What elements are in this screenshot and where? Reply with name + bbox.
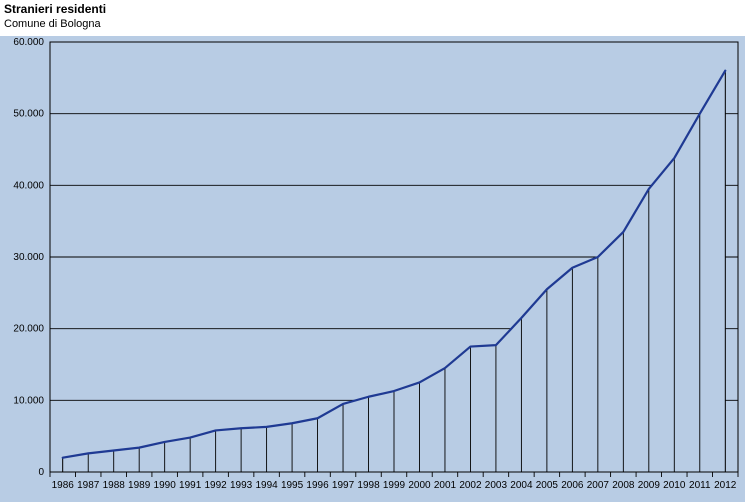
y-tick-label: 60.000 bbox=[13, 37, 44, 48]
y-tick-label: 10.000 bbox=[13, 395, 44, 406]
x-tick-label: 1991 bbox=[179, 480, 202, 491]
y-tick-label: 0 bbox=[38, 467, 44, 478]
x-tick-label: 2012 bbox=[714, 480, 737, 491]
y-tick-label: 20.000 bbox=[13, 324, 44, 335]
x-tick-label: 1990 bbox=[154, 480, 177, 491]
x-tick-label: 2009 bbox=[638, 480, 661, 491]
x-tick-label: 2007 bbox=[587, 480, 610, 491]
x-tick-label: 1993 bbox=[230, 480, 253, 491]
chart-subtitle: Comune di Bologna bbox=[4, 18, 101, 30]
x-tick-label: 2005 bbox=[536, 480, 559, 491]
x-tick-label: 1998 bbox=[357, 480, 380, 491]
x-tick-label: 2004 bbox=[510, 480, 533, 491]
x-tick-label: 2003 bbox=[485, 480, 508, 491]
y-tick-label: 30.000 bbox=[13, 252, 44, 263]
x-tick-label: 2001 bbox=[434, 480, 457, 491]
chart-area: 0 10.000 20.000 30.000 40.000 50.000 60.000 198… bbox=[0, 36, 745, 502]
x-tick-label: 1989 bbox=[128, 480, 151, 491]
y-tick-label: 50.000 bbox=[13, 109, 44, 120]
x-tick-label: 1997 bbox=[332, 480, 355, 491]
x-tick-label: 1999 bbox=[383, 480, 406, 491]
x-tick-label: 1994 bbox=[255, 480, 278, 491]
x-tick-label: 2011 bbox=[689, 480, 711, 491]
chart-title: Stranieri residenti bbox=[4, 2, 106, 16]
x-tick-label: 1987 bbox=[77, 480, 100, 491]
chart-svg: 0 10.000 20.000 30.000 40.000 50.000 60.000 198… bbox=[0, 36, 745, 502]
x-tick-label: 1986 bbox=[52, 480, 75, 491]
x-tick-label: 2010 bbox=[663, 480, 686, 491]
y-tick-label: 40.000 bbox=[13, 180, 44, 191]
x-tick-label: 1996 bbox=[306, 480, 329, 491]
x-tick-label: 1992 bbox=[205, 480, 228, 491]
x-tick-label: 1995 bbox=[281, 480, 304, 491]
x-tick-label: 2008 bbox=[612, 480, 635, 491]
x-tick-label: 2002 bbox=[459, 480, 482, 491]
x-tick-label: 1988 bbox=[103, 480, 126, 491]
x-tick-label: 2006 bbox=[561, 480, 584, 491]
x-tick-label: 2000 bbox=[408, 480, 431, 491]
